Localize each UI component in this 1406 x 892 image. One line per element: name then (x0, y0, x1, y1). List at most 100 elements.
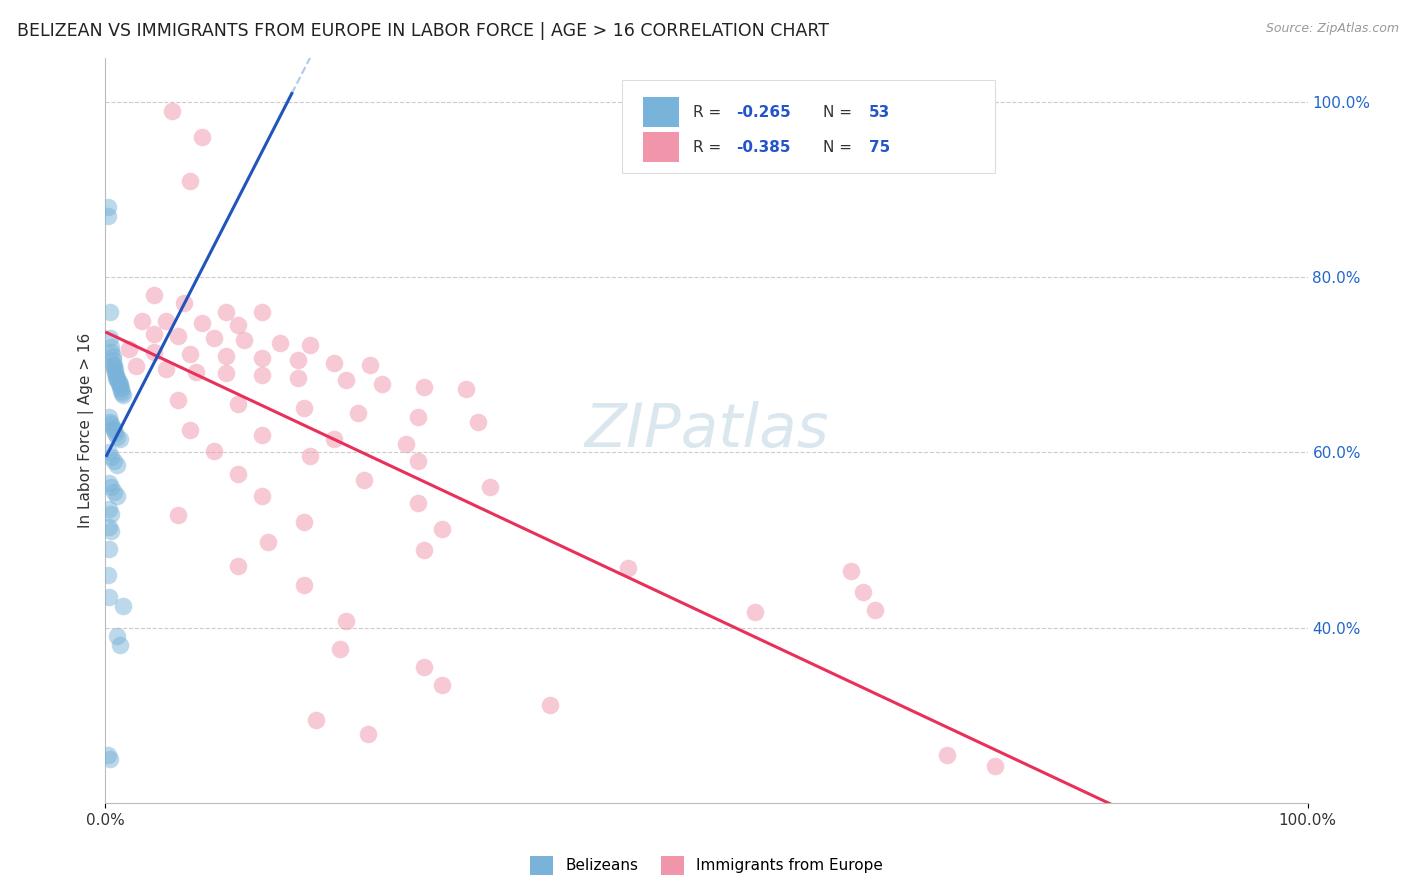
Point (250, 368, 273, 383)
Y-axis label: In Labor Force | Age > 16: In Labor Force | Age > 16 (79, 333, 94, 528)
Point (617, 561, 640, 575)
Text: BELIZEAN VS IMMIGRANTS FROM EUROPE IN LABOR FORCE | AGE > 16 CORRELATION CHART: BELIZEAN VS IMMIGRANTS FROM EUROPE IN LA… (17, 22, 830, 40)
Point (108, 376, 131, 391)
Point (329, 642, 352, 657)
Point (107, 376, 129, 391)
Point (335, 614, 357, 628)
Legend: Belizeans, Immigrants from Europe: Belizeans, Immigrants from Europe (524, 850, 889, 880)
Point (142, 287, 165, 301)
Point (292, 516, 315, 530)
Point (105, 368, 128, 383)
Point (166, 328, 188, 343)
Point (479, 480, 502, 494)
Point (214, 349, 236, 363)
Point (430, 677, 453, 691)
Text: R =: R = (693, 140, 727, 155)
Point (347, 406, 370, 420)
Point (103, 454, 125, 468)
Point (250, 305, 273, 319)
Text: -0.385: -0.385 (737, 140, 792, 155)
Point (105, 371, 128, 385)
Text: ZIPatlas: ZIPatlas (585, 401, 828, 460)
Point (101, 421, 124, 435)
Point (226, 467, 249, 482)
Text: 53: 53 (869, 105, 890, 120)
Point (107, 375, 129, 389)
Point (359, 358, 381, 372)
Point (744, 605, 766, 619)
Point (98, 475, 121, 490)
Point (97, 568, 120, 582)
Point (406, 496, 429, 510)
Point (467, 415, 489, 429)
Point (305, 713, 328, 727)
Point (406, 410, 429, 425)
Point (98, 415, 121, 429)
Text: N =: N = (823, 140, 858, 155)
Point (101, 353, 124, 368)
Point (353, 473, 375, 487)
Point (98, 331, 121, 345)
Point (100, 507, 122, 521)
Bar (643, 132, 679, 162)
Point (103, 484, 125, 499)
Point (98, 410, 121, 425)
Point (124, 359, 146, 374)
Point (335, 374, 357, 388)
Point (101, 358, 124, 372)
Point (100, 344, 122, 359)
Point (250, 427, 273, 442)
Point (226, 397, 249, 411)
Point (179, 424, 201, 438)
Point (214, 367, 236, 381)
Text: N =: N = (823, 105, 858, 120)
Point (107, 371, 129, 385)
Text: 75: 75 (869, 140, 890, 155)
Point (98, 541, 121, 556)
Point (395, 436, 418, 450)
Point (107, 429, 129, 443)
Point (413, 543, 436, 558)
Point (104, 367, 127, 381)
Point (292, 578, 315, 592)
Point (984, 759, 1007, 773)
Point (226, 559, 249, 574)
Point (103, 362, 125, 376)
Point (166, 508, 188, 523)
Point (107, 629, 129, 643)
Point (852, 585, 875, 599)
Point (413, 660, 436, 674)
Point (104, 425, 127, 440)
Point (110, 384, 132, 398)
Point (111, 385, 134, 400)
Point (406, 454, 429, 468)
Point (98, 590, 121, 604)
Point (839, 564, 862, 578)
Point (413, 379, 436, 393)
Point (269, 335, 291, 350)
Point (190, 316, 212, 330)
Point (108, 379, 131, 393)
Point (107, 489, 129, 503)
Point (100, 340, 122, 354)
Point (322, 432, 344, 446)
Point (100, 417, 122, 432)
Point (155, 362, 177, 376)
Point (98, 752, 121, 766)
Point (101, 349, 124, 363)
Point (226, 318, 249, 333)
Text: Source: ZipAtlas.com: Source: ZipAtlas.com (1265, 22, 1399, 36)
Point (202, 331, 225, 345)
Point (298, 449, 321, 463)
Point (250, 489, 273, 503)
Point (97, 200, 120, 214)
Point (100, 450, 122, 464)
Point (863, 603, 886, 617)
Point (356, 727, 378, 741)
Point (142, 344, 165, 359)
Point (107, 458, 129, 473)
Point (131, 314, 153, 328)
Point (292, 401, 315, 416)
Point (100, 524, 122, 538)
Point (538, 698, 561, 712)
